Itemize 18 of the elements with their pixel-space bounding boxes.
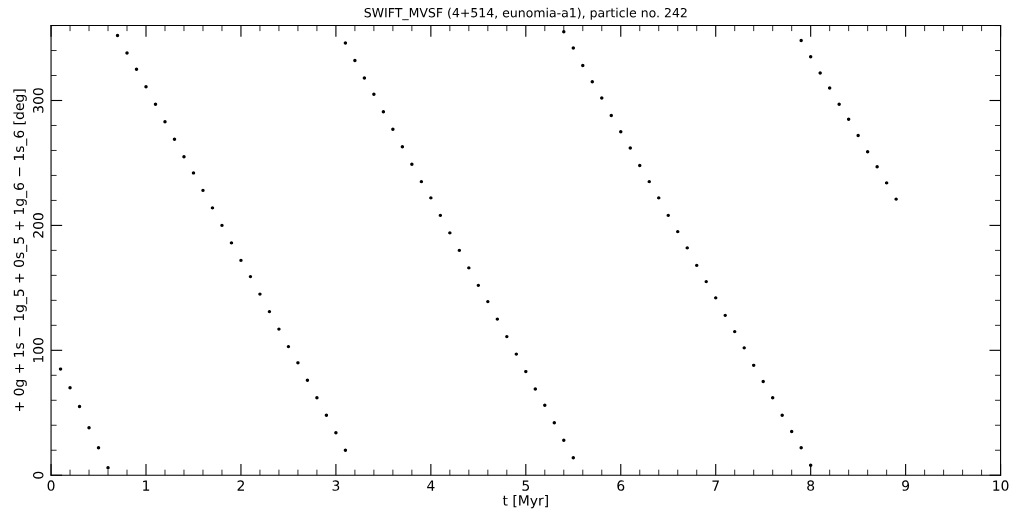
x-tick-label: 10 — [993, 480, 1009, 491]
chart-title: SWIFT_MVSF (4+514, eunomia-a1), particle no. 242 — [364, 7, 687, 21]
x-tick-label: 2 — [237, 480, 244, 491]
x-tick-label: 1 — [143, 480, 150, 491]
y-tick-label: 300 — [32, 88, 44, 113]
x-axis-title: t [Myr] — [502, 494, 548, 509]
y-tick-label: 200 — [32, 213, 44, 238]
y-tick-label: 0 — [32, 471, 44, 479]
x-tick-label: 3 — [332, 480, 340, 491]
y-axis-title: + 0g + 1s − 1g_5 + 0s_5 + 1g_6 − 1s_6 [deg] — [13, 89, 28, 411]
x-tick-label: 8 — [807, 480, 815, 491]
x-tick-label: 9 — [902, 480, 910, 491]
x-tick-label: 0 — [47, 480, 55, 491]
x-tick-label: 4 — [427, 480, 435, 491]
x-tick-label: 7 — [712, 480, 719, 491]
x-tick-label: 6 — [617, 480, 625, 491]
x-tick-label: 5 — [522, 480, 530, 491]
y-tick-label: 100 — [32, 337, 44, 363]
